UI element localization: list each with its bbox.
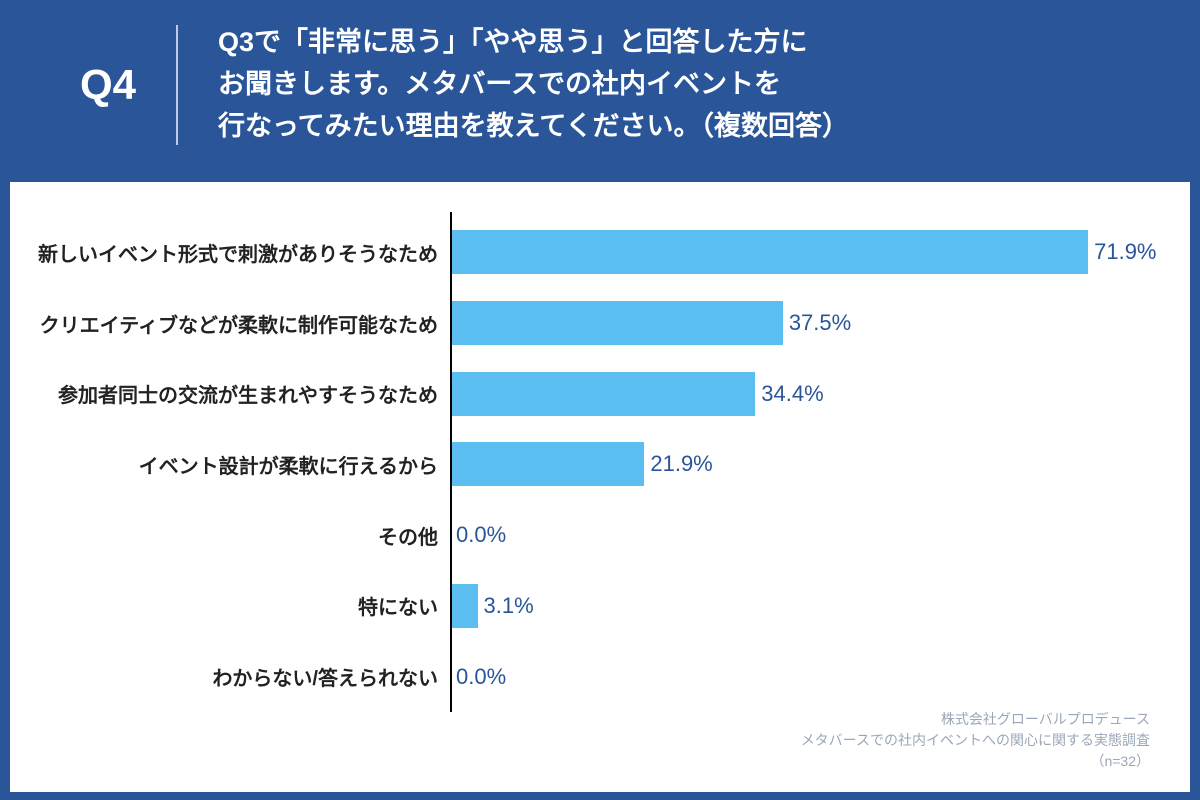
question-text: Q3で「非常に思う」「やや思う」と回答した方にお聞きします。メタバースでの社内イ… [218, 22, 849, 148]
chart-row: イベント設計が柔軟に行えるから 21.9% [30, 437, 1160, 491]
bar-zone: 37.5% [450, 301, 1160, 345]
bar-value: 37.5% [789, 310, 851, 336]
bar-zone: 0.0% [450, 655, 1160, 699]
source-footer: 株式会社グローバルプロデュース メタバースでの社内イベントへの関心に関する実態調… [801, 709, 1150, 772]
chart-card: 新しいイベント形式で刺激がありそうなため 71.9% クリエイティブなどが柔軟に制作… [10, 182, 1190, 792]
bar-zone: 34.4% [450, 372, 1160, 416]
bar-value: 71.9% [1094, 239, 1156, 265]
bar-value: 0.0% [456, 664, 506, 690]
question-header: Q4 Q3で「非常に思う」「やや思う」と回答した方にお聞きします。メタバースでの… [0, 0, 1200, 170]
source-line-2: メタバースでの社内イベントへの関心に関する実態調査 [801, 730, 1150, 751]
chart-row: クリエイティブなどが柔軟に制作可能なため 37.5% [30, 296, 1160, 350]
chart-row: 参加者同士の交流が生まれやすそうなため 34.4% [30, 367, 1160, 421]
bar-value: 3.1% [484, 593, 534, 619]
page: Q4 Q3で「非常に思う」「やや思う」と回答した方にお聞きします。メタバースでの… [0, 0, 1200, 800]
chart-area: 新しいイベント形式で刺激がありそうなため 71.9% クリエイティブなどが柔軟に制作… [0, 170, 1200, 800]
bar-label: わからない/答えられない [30, 662, 450, 691]
bar-label: クリエイティブなどが柔軟に制作可能なため [30, 309, 450, 338]
source-line-1: 株式会社グローバルプロデュース [801, 709, 1150, 730]
chart-row: 特にない 3.1% [30, 579, 1160, 633]
bar [450, 301, 783, 345]
bar-zone: 71.9% [450, 230, 1160, 274]
bar-label: 新しいイベント形式で刺激がありそうなため [30, 238, 450, 267]
bar-label: 特にない [30, 591, 450, 620]
chart-y-axis [450, 212, 452, 712]
brand-name: リサピー [44, 759, 140, 794]
bar [450, 442, 644, 486]
bar-label: 参加者同士の交流が生まれやすそうなため [30, 379, 450, 408]
bar [450, 230, 1088, 274]
chart-row: その他0.0% [30, 508, 1160, 562]
brand-badge: リサピー ® [10, 759, 155, 794]
bar [450, 584, 478, 628]
chart-row: 新しいイベント形式で刺激がありそうなため 71.9% [30, 225, 1160, 279]
bar-value: 0.0% [456, 522, 506, 548]
chart-row: わからない/答えられない0.0% [30, 650, 1160, 704]
header-divider [176, 25, 178, 145]
bar-label: その他 [30, 521, 450, 550]
chart-rows: 新しいイベント形式で刺激がありそうなため 71.9% クリエイティブなどが柔軟に制作… [30, 212, 1160, 762]
bar-zone: 21.9% [450, 442, 1160, 486]
bar-value: 34.4% [761, 381, 823, 407]
question-number: Q4 [80, 61, 176, 109]
brand-trademark: ® [148, 760, 157, 774]
source-line-3: （n=32） [801, 751, 1150, 772]
bar-zone: 3.1% [450, 584, 1160, 628]
bar [450, 372, 755, 416]
bar-zone: 0.0% [450, 513, 1160, 557]
brand-search-icon [10, 763, 38, 791]
bar-value: 21.9% [650, 451, 712, 477]
bar-label: イベント設計が柔軟に行えるから [30, 450, 450, 479]
